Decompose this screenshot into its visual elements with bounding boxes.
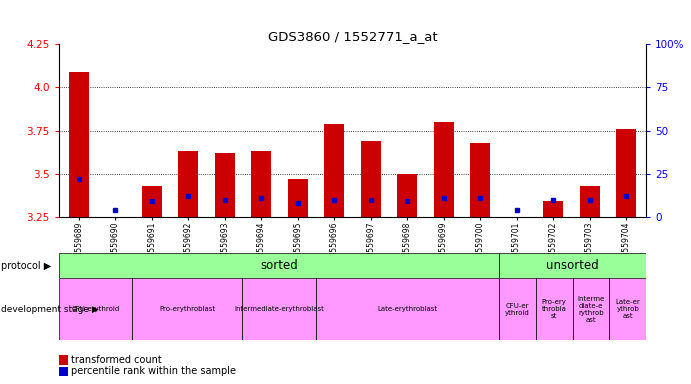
- Bar: [287, 179, 307, 217]
- Bar: [178, 151, 198, 217]
- Bar: [499, 253, 646, 278]
- Text: CFU-erythroid: CFU-erythroid: [71, 306, 120, 312]
- Bar: [69, 72, 89, 217]
- Bar: [470, 142, 490, 217]
- Text: Pro-erythroblast: Pro-erythroblast: [159, 306, 216, 312]
- Bar: [324, 124, 344, 217]
- Bar: [59, 278, 132, 340]
- Bar: [361, 141, 381, 217]
- Bar: [580, 186, 600, 217]
- Text: Pro-ery
throbla
st: Pro-ery throbla st: [542, 299, 567, 319]
- Text: Late-erythroblast: Late-erythroblast: [377, 306, 437, 312]
- Text: Interme
diate-e
rythrob
ast: Interme diate-e rythrob ast: [578, 296, 605, 323]
- Text: protocol ▶: protocol ▶: [1, 261, 51, 271]
- Text: sorted: sorted: [260, 260, 298, 272]
- Text: transformed count: transformed count: [71, 355, 162, 365]
- Bar: [433, 122, 454, 217]
- Bar: [251, 151, 272, 217]
- Bar: [609, 278, 646, 340]
- Bar: [316, 278, 499, 340]
- Text: development stage ▶: development stage ▶: [1, 305, 98, 314]
- Text: Intermediate-erythroblast: Intermediate-erythroblast: [234, 306, 324, 312]
- Text: unsorted: unsorted: [547, 260, 599, 272]
- Title: GDS3860 / 1552771_a_at: GDS3860 / 1552771_a_at: [267, 30, 437, 43]
- Bar: [142, 186, 162, 217]
- Bar: [573, 278, 609, 340]
- Bar: [499, 278, 536, 340]
- Text: CFU-er
ythroid: CFU-er ythroid: [505, 303, 530, 316]
- Bar: [543, 202, 563, 217]
- Bar: [536, 278, 573, 340]
- Text: percentile rank within the sample: percentile rank within the sample: [71, 366, 236, 376]
- Bar: [243, 278, 316, 340]
- Bar: [215, 153, 235, 217]
- Bar: [132, 278, 243, 340]
- Text: Late-er
ythrob
ast: Late-er ythrob ast: [616, 299, 640, 319]
- Bar: [59, 253, 499, 278]
- Bar: [397, 174, 417, 217]
- Bar: [616, 129, 636, 217]
